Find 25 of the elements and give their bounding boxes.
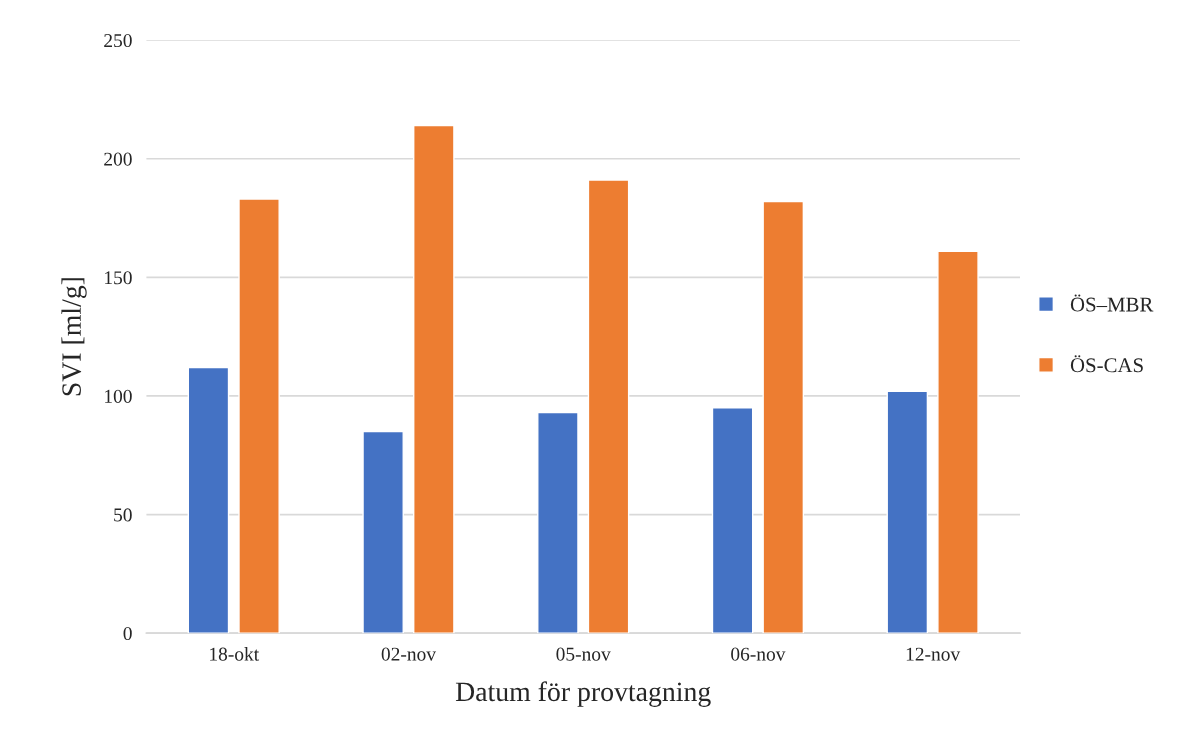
legend-label: ÖS-CAS [1070, 355, 1143, 373]
bar [886, 390, 929, 634]
x-tick-label: 06-nov [731, 647, 786, 661]
x-tick-label: 02-nov [381, 647, 437, 661]
bar [187, 366, 230, 634]
bar [937, 250, 979, 634]
bar [238, 198, 280, 634]
y-tick-label: 250 [104, 33, 132, 48]
x-tick-label: 18-okt [210, 647, 260, 661]
bar [537, 411, 579, 634]
bar [587, 179, 630, 634]
x-tick-label: 05-nov [556, 647, 611, 661]
y-tick-label: 100 [105, 389, 132, 403]
y-tick-label: 0 [123, 626, 132, 641]
bar [762, 200, 805, 634]
legend-label: ÖS–MBR [1070, 294, 1154, 312]
y-tick-label: 150 [105, 271, 132, 285]
x-tick-label: 12-nov [906, 647, 961, 661]
bar [711, 407, 754, 634]
y-tick-label: 50 [114, 508, 132, 522]
bar [413, 124, 455, 634]
y-axis-title: SVI [ml/g] [61, 278, 87, 396]
x-axis-title: Datum för provtagning [455, 681, 711, 707]
y-tick-label: 200 [104, 152, 132, 166]
bar [362, 430, 404, 634]
